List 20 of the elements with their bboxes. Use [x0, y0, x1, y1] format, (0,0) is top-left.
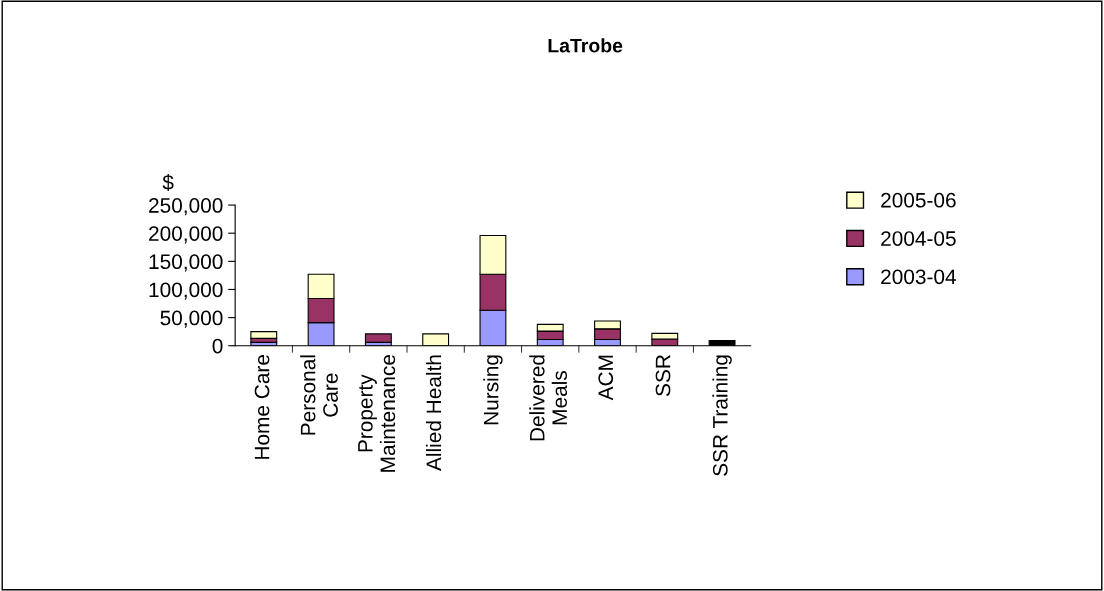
x-tick-label: Home Care	[254, 354, 270, 459]
chart-title: LaTrobe	[548, 38, 623, 53]
legend-label: 2004-05	[881, 231, 956, 246]
legend-label: 2003-04	[881, 269, 956, 285]
x-tick-label: Allied Health	[425, 355, 442, 471]
y-tick-label: 250,000	[149, 198, 223, 216]
x-tick-label: Delivered Meals	[529, 355, 568, 441]
y-tick-label: 50,000	[160, 310, 223, 328]
y-tick-label: 200,000	[149, 226, 223, 244]
y-axis-title: $	[162, 174, 174, 191]
y-tick-label: 0	[212, 338, 223, 354]
y-tick-label: 100,000	[149, 282, 223, 300]
x-tick-label: SSR	[655, 355, 671, 396]
x-tick-label: Personal Care	[300, 355, 338, 435]
legend-label: 2005-06	[881, 192, 956, 208]
x-tick-label: Property Maintenance	[358, 354, 396, 472]
x-tick-label: Nursing	[483, 355, 503, 425]
y-tick-label: 150,000	[149, 254, 223, 272]
x-tick-label: ACM	[598, 355, 614, 401]
x-tick-label: SSR Training	[712, 355, 732, 476]
